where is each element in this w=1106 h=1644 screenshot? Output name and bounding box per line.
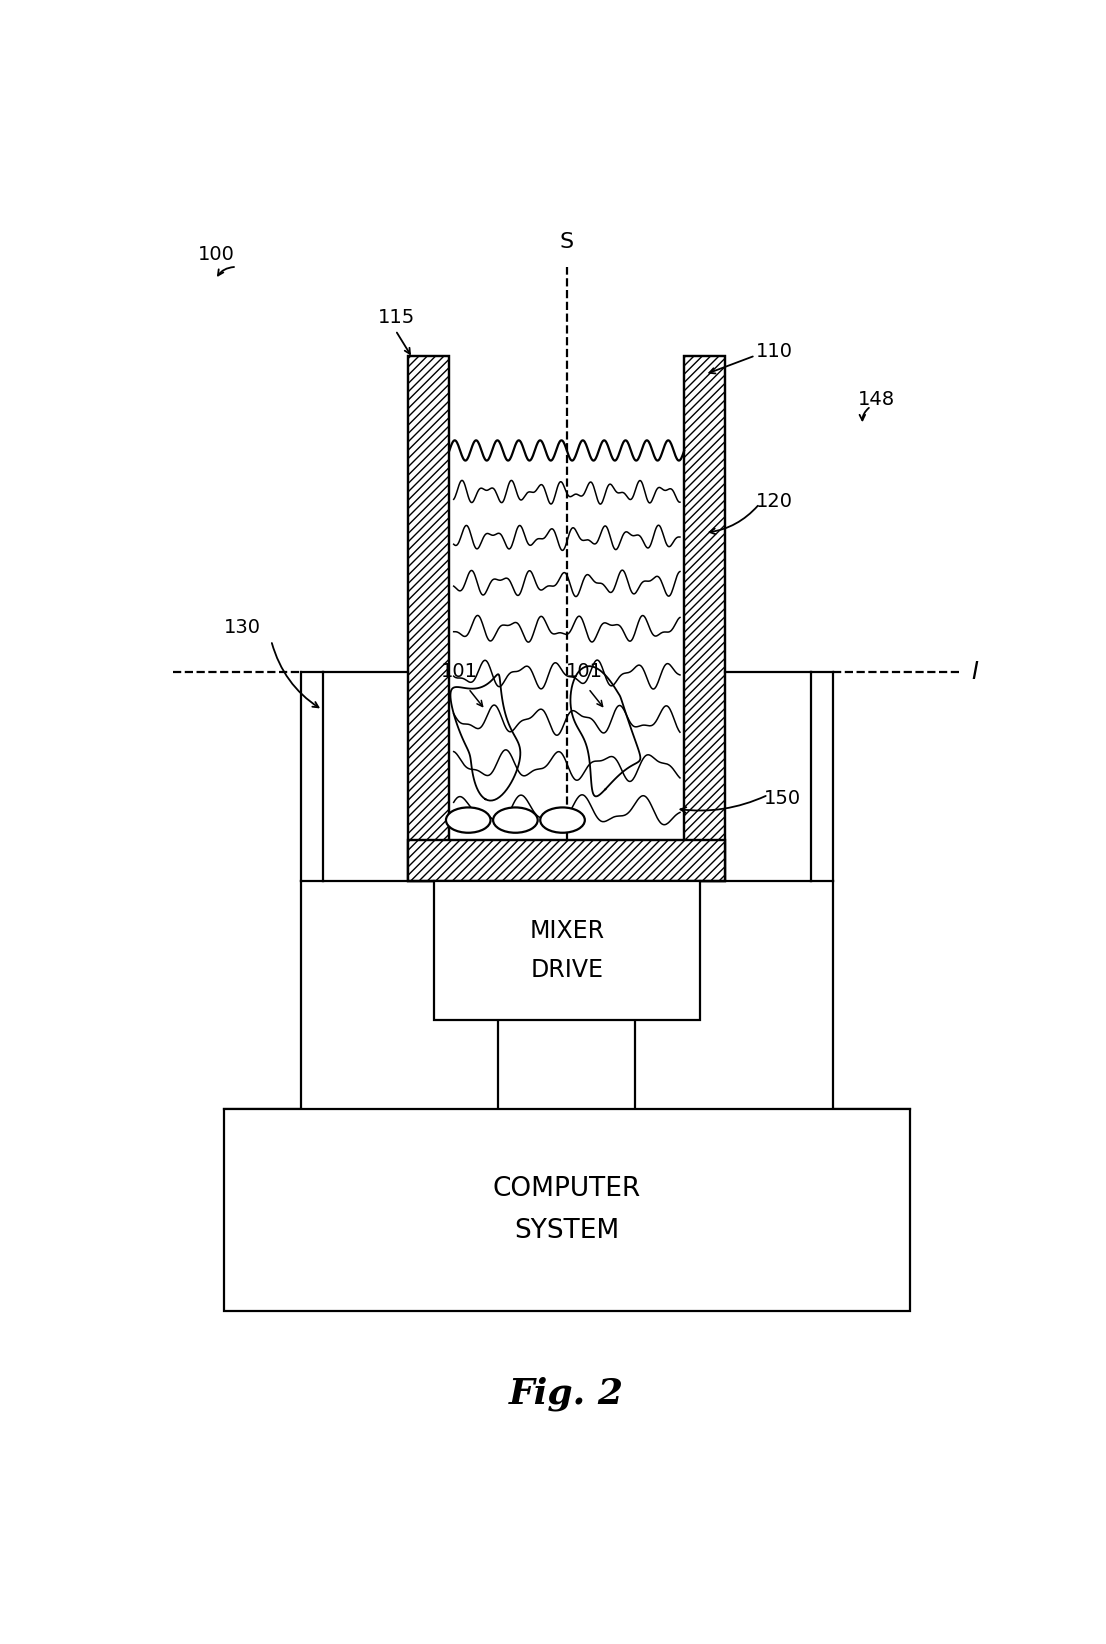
Ellipse shape bbox=[540, 807, 585, 834]
Text: 101: 101 bbox=[441, 663, 478, 682]
Text: 130: 130 bbox=[223, 618, 261, 638]
Text: Fig. 2: Fig. 2 bbox=[510, 1376, 624, 1411]
Bar bbox=[449, 450, 685, 840]
Bar bbox=[685, 355, 726, 881]
Text: I: I bbox=[971, 659, 979, 684]
Text: 101: 101 bbox=[565, 663, 603, 682]
Ellipse shape bbox=[446, 807, 491, 834]
Text: 110: 110 bbox=[755, 342, 792, 362]
Text: 150: 150 bbox=[764, 789, 801, 809]
Bar bbox=[408, 355, 449, 881]
Bar bbox=[408, 840, 726, 881]
Text: 100: 100 bbox=[198, 245, 236, 263]
Ellipse shape bbox=[493, 807, 538, 834]
Text: MIXER
DRIVE: MIXER DRIVE bbox=[530, 919, 604, 981]
Bar bbox=[408, 355, 449, 881]
Text: 120: 120 bbox=[755, 492, 792, 511]
Bar bbox=[685, 355, 726, 881]
Bar bbox=[449, 355, 685, 450]
Bar bbox=[223, 1108, 909, 1312]
Bar bbox=[434, 881, 700, 1019]
Text: 148: 148 bbox=[858, 390, 896, 409]
Text: 115: 115 bbox=[378, 307, 416, 327]
Text: S: S bbox=[560, 232, 574, 252]
Text: COMPUTER
SYSTEM: COMPUTER SYSTEM bbox=[492, 1175, 641, 1245]
Bar bbox=[408, 840, 726, 881]
